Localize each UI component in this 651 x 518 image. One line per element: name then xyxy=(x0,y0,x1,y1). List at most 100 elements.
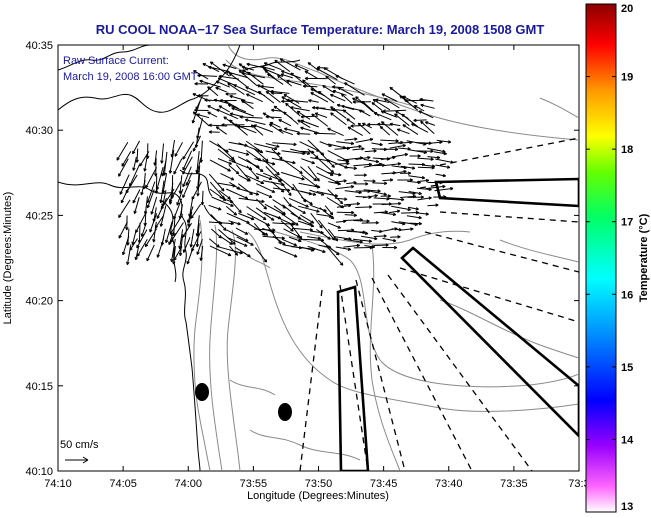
current-vector-head xyxy=(362,122,365,127)
current-vector-head xyxy=(310,92,314,96)
current-vector xyxy=(380,139,399,142)
current-vector xyxy=(328,228,338,242)
current-vector xyxy=(226,212,250,224)
current-vector-head xyxy=(269,194,273,198)
current-vector-head xyxy=(387,194,391,197)
current-vector-head xyxy=(236,252,239,256)
current-vector xyxy=(307,165,320,182)
current-vector-head xyxy=(303,210,306,214)
current-vector xyxy=(246,149,262,162)
current-vector-head xyxy=(137,254,141,257)
current-vector xyxy=(294,64,309,72)
current-vector-head xyxy=(249,166,253,170)
current-vector-head xyxy=(401,114,404,118)
current-vector xyxy=(281,150,306,155)
current-vector-head xyxy=(365,231,369,235)
current-vector-head xyxy=(306,204,309,208)
current-vector-head xyxy=(269,176,273,180)
current-vector-head xyxy=(147,205,150,209)
current-vector-head xyxy=(372,179,376,182)
current-vector-head xyxy=(265,232,269,236)
current-vector xyxy=(363,163,382,168)
current-vector xyxy=(290,148,311,155)
surface-current-vectors xyxy=(116,58,454,266)
current-vector-head xyxy=(328,245,332,248)
current-vector xyxy=(229,119,248,136)
current-vector-head xyxy=(420,104,424,108)
current-vector-head xyxy=(352,101,356,104)
current-vector xyxy=(319,151,335,168)
current-vector-head xyxy=(347,126,351,130)
current-vector xyxy=(241,72,265,79)
current-vector xyxy=(344,214,357,216)
current-vector-head xyxy=(310,201,313,205)
current-vector xyxy=(187,211,193,227)
colorbar-tick-label: 18 xyxy=(621,144,633,156)
current-vector-head xyxy=(373,112,377,116)
current-vector xyxy=(419,98,434,102)
current-vector-head xyxy=(352,97,355,101)
current-vector-head xyxy=(368,239,372,242)
current-vector xyxy=(298,182,321,188)
current-vector-head xyxy=(336,237,339,242)
current-vector xyxy=(256,173,273,180)
current-vector xyxy=(347,126,363,137)
current-vector-head xyxy=(309,222,313,226)
current-vector-head xyxy=(353,213,357,216)
current-vector-head xyxy=(229,119,232,123)
current-vector xyxy=(307,139,325,156)
current-vector-head xyxy=(239,251,243,254)
current-vector xyxy=(210,228,222,239)
current-vector xyxy=(400,228,414,231)
current-vector xyxy=(436,139,451,143)
current-vector-head xyxy=(219,100,223,103)
current-vector-head xyxy=(300,170,303,174)
current-vector-head xyxy=(244,243,248,247)
current-vector-head xyxy=(346,161,350,164)
current-vector-head xyxy=(227,82,230,87)
colorbar-scale xyxy=(585,3,617,513)
current-vector xyxy=(209,140,229,153)
current-vector xyxy=(343,166,357,169)
x-axis-label: Longitude (Degrees:Minutes) xyxy=(247,490,389,502)
current-vector xyxy=(417,157,434,160)
current-vector xyxy=(271,92,283,94)
current-vector xyxy=(420,104,435,109)
current-vector xyxy=(173,246,183,261)
current-vector xyxy=(286,99,309,103)
current-vector xyxy=(337,229,355,232)
current-vector-head xyxy=(396,209,401,212)
current-vector xyxy=(274,173,295,191)
current-vector-head xyxy=(302,85,306,88)
current-vector-head xyxy=(118,215,122,219)
current-vector xyxy=(307,62,318,70)
marker-dot xyxy=(195,383,209,401)
current-vector xyxy=(132,230,137,245)
current-vector-head xyxy=(161,160,164,164)
current-vector-head xyxy=(182,171,186,175)
current-vector-head xyxy=(155,190,159,194)
current-vector-head xyxy=(330,112,333,116)
current-vector xyxy=(262,235,285,239)
current-vector-head xyxy=(442,149,446,153)
current-vector-head xyxy=(233,124,237,127)
current-vector-head xyxy=(145,244,149,248)
current-vector-head xyxy=(287,188,291,191)
current-vector xyxy=(237,183,253,195)
current-vector-head xyxy=(132,151,136,155)
current-vector-head xyxy=(228,168,231,172)
current-vector xyxy=(379,126,391,136)
current-vector xyxy=(209,159,231,172)
current-vector xyxy=(217,148,236,163)
current-vector xyxy=(391,153,408,158)
current-vector xyxy=(220,172,235,181)
map-plot-area: Raw Surface Current: March 19, 2008 16:0… xyxy=(2,40,590,502)
current-vector xyxy=(270,90,290,94)
current-vector-head xyxy=(336,104,340,108)
current-vector-head xyxy=(359,218,363,221)
current-vector xyxy=(346,182,357,185)
current-vector xyxy=(408,191,422,195)
current-vector xyxy=(129,238,138,251)
current-vector xyxy=(281,96,302,109)
current-vector-head xyxy=(191,197,195,200)
